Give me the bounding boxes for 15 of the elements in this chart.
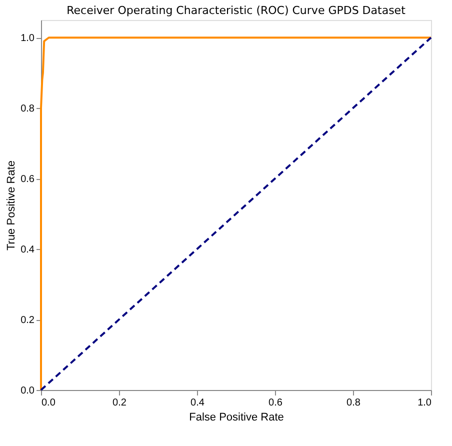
y-tick-label: 0.2 <box>20 315 35 326</box>
x-tick-label: 1.0 <box>418 398 432 408</box>
y-tick-label: 0.6 <box>20 174 35 186</box>
y-axis-title: True Positive Rate <box>6 160 18 251</box>
chart-title: Receiver Operating Characteristic (ROC) Curve GPDS Dataset <box>66 4 406 17</box>
x-tick-label: 0.2 <box>112 398 127 408</box>
y-tick-label: 1.0 <box>20 33 35 44</box>
x-tick-label: 0.6 <box>268 398 283 408</box>
x-tick-label: 0.4 <box>190 398 205 408</box>
x-tick-label: 0.8 <box>346 398 361 408</box>
y-tick-label: 0.4 <box>20 244 35 256</box>
x-axis-title: False Positive Rate <box>189 412 284 424</box>
y-tick-label: 0.8 <box>20 104 35 115</box>
x-tick-label: 0.0 <box>42 398 56 408</box>
y-tick-label: 0.0 <box>20 386 35 396</box>
